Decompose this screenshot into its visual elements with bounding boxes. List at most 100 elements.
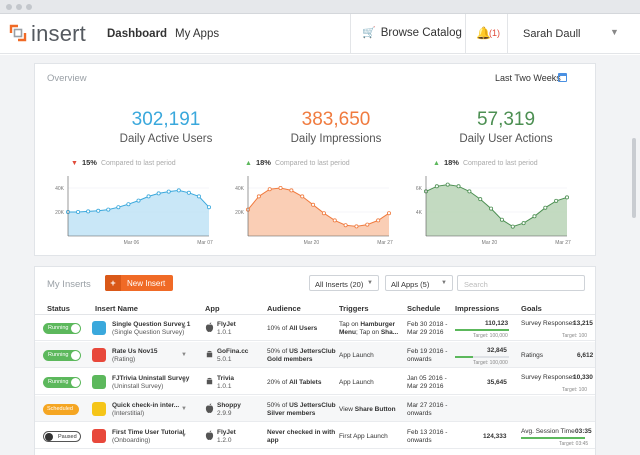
header-divider	[35, 314, 595, 315]
progress-fill	[455, 356, 473, 358]
col-insert-name[interactable]: Insert Name	[95, 304, 138, 313]
data-point	[456, 184, 461, 189]
search-input[interactable]: Search	[457, 275, 585, 291]
insert-name[interactable]: First Time User Tutorial (Onboarding)	[112, 429, 184, 445]
filter-apps-select[interactable]: All Apps (5) ▼	[385, 275, 453, 291]
insert-type: (Rating)	[112, 356, 136, 363]
x-tick-label: Mar 27	[555, 240, 571, 246]
table-row[interactable]: Running Single Question Survey 1 (Single …	[35, 315, 595, 341]
impressions-number: 124,333	[483, 433, 507, 440]
chevron-down-icon[interactable]: ▼	[181, 379, 187, 385]
schedule-end: onwards	[407, 410, 432, 417]
date-range-picker[interactable]: Last Two Weeks	[495, 73, 561, 83]
goal-number: 13,215	[573, 320, 593, 327]
nav-dashboard[interactable]: Dashboard	[107, 28, 168, 40]
metric-label: Daily Active Users	[119, 133, 213, 145]
user-menu[interactable]: Sarah Daull	[523, 28, 581, 40]
insert-title: Rate Us Nov15	[112, 348, 158, 355]
chevron-down-icon[interactable]: ▼	[181, 352, 187, 358]
notification-count[interactable]: (1)	[489, 28, 500, 38]
data-point	[96, 208, 101, 213]
goal-label: Avg. Session Time	[521, 428, 575, 435]
status-toggle[interactable]: Paused	[43, 431, 81, 442]
status-toggle[interactable]: Running	[43, 323, 81, 334]
lightning-icon	[92, 402, 106, 416]
status-label: Paused	[58, 434, 77, 440]
schedule: Mar 27 2016 - onwards	[407, 402, 447, 418]
insert-name[interactable]: Rate Us Nov15 (Rating)	[112, 348, 158, 364]
audience-segment: Gold members	[267, 356, 313, 363]
app-name: Shoppy 2.9.9	[217, 402, 241, 418]
delta-percent: 18%	[255, 158, 271, 167]
browse-catalog-button[interactable]: 🛒 Browse Catalog	[362, 26, 462, 39]
chevron-down-icon: ▼	[441, 280, 447, 286]
nav-my-apps[interactable]: My Apps	[175, 28, 220, 40]
chart-daily-active-users: 40K 20K Mar 06 Mar 07	[55, 176, 213, 246]
col-app[interactable]: App	[205, 304, 220, 313]
browse-catalog-label: Browse Catalog	[380, 27, 462, 39]
insert-name[interactable]: Single Question Survey 1 (Single Question…	[112, 321, 190, 337]
data-point	[376, 218, 381, 223]
trigger-target: Menu	[339, 329, 356, 336]
col-status[interactable]: Status	[47, 304, 70, 313]
overview-title: Overview	[47, 73, 87, 84]
trigger-text: First App Launch	[339, 433, 388, 440]
app-name: FlyJet 1.2.0	[217, 429, 236, 445]
col-triggers[interactable]: Triggers	[339, 304, 369, 313]
col-impressions[interactable]: Impressions	[455, 304, 500, 313]
filter-inserts-select[interactable]: All Inserts (20) ▼	[309, 275, 379, 291]
status-toggle[interactable]: Running	[43, 377, 81, 388]
app-name: Trivia 1.0.1	[217, 375, 234, 391]
inserts-title: My Inserts	[47, 279, 91, 290]
area-fill	[248, 188, 389, 236]
metric-value: 302,191	[131, 109, 201, 130]
chevron-down-icon[interactable]: ▼	[181, 433, 187, 439]
calendar-icon[interactable]	[558, 73, 567, 82]
goal-label: Ratings	[521, 352, 544, 359]
logo-text[interactable]: insert	[31, 21, 86, 46]
chevron-down-icon[interactable]: ▼	[181, 325, 187, 331]
metric-label: Daily Impressions	[290, 133, 382, 145]
col-schedule[interactable]: Schedule	[407, 304, 441, 313]
goal-number: 03:35	[575, 428, 592, 435]
col-goals[interactable]: Goals	[521, 304, 542, 313]
bell-icon[interactable]: 🔔	[476, 26, 491, 40]
new-insert-button[interactable]: + New Insert	[105, 275, 173, 291]
data-point	[521, 221, 526, 226]
toggle-knob	[71, 324, 80, 333]
scrollbar-thumb[interactable]	[632, 138, 636, 218]
data-point	[206, 205, 211, 210]
table-row[interactable]: Running FJTrivia Uninstall Survey (Uninst…	[35, 369, 595, 395]
goal-value: 03:35	[575, 428, 592, 436]
table-row[interactable]: Scheduled Quick check-in inter... (Inters…	[35, 396, 595, 422]
data-point	[256, 194, 261, 199]
window-dot-minimize[interactable]	[16, 4, 22, 10]
metric-value: 57,319	[476, 109, 536, 130]
chevron-down-icon[interactable]: ▼	[181, 406, 187, 412]
status-badge[interactable]: Scheduled	[43, 404, 79, 415]
triggers: First App Launch	[339, 433, 388, 441]
my-inserts-panel: My Inserts + New Insert All Inserts (20)…	[34, 266, 596, 455]
app-name: FlyJet 1.0.1	[217, 321, 236, 337]
chevron-down-icon[interactable]: ▼	[610, 27, 619, 37]
schedule-end: onwards	[407, 437, 432, 444]
window-dot-close[interactable]	[6, 4, 12, 10]
app-version: 1.0.1	[217, 383, 232, 390]
table-row[interactable]: Running Rate Us Nov15 (Rating) ▼ GoFina.c…	[35, 342, 595, 368]
audience-segment: US JettersClub	[289, 348, 336, 355]
window-dot-maximize[interactable]	[26, 4, 32, 10]
col-audience[interactable]: Audience	[267, 304, 301, 313]
data-point	[76, 210, 81, 215]
table-row[interactable]: Paused First Time User Tutorial (Onboardi…	[35, 423, 595, 449]
toggle-knob	[45, 433, 53, 441]
insert-name[interactable]: FJTrivia Uninstall Survey (Uninstall Surv…	[112, 375, 189, 391]
status-label: Scheduled	[47, 406, 73, 412]
delta-compare: Compared to last period	[100, 160, 176, 167]
top-header: insert Dashboard My Apps 🛒 Browse Catalog…	[0, 14, 640, 54]
metric-delta: ▲ 18% Compared to last period	[245, 158, 350, 167]
app-version: 1.2.0	[217, 437, 232, 444]
status-toggle[interactable]: Running	[43, 350, 81, 361]
insert-title: First Time User Tutorial	[112, 429, 185, 436]
insert-name[interactable]: Quick check-in inter... (Interstitial)	[112, 402, 179, 418]
metric-daily-active-users: 302,191 Daily Active Users	[81, 109, 251, 145]
